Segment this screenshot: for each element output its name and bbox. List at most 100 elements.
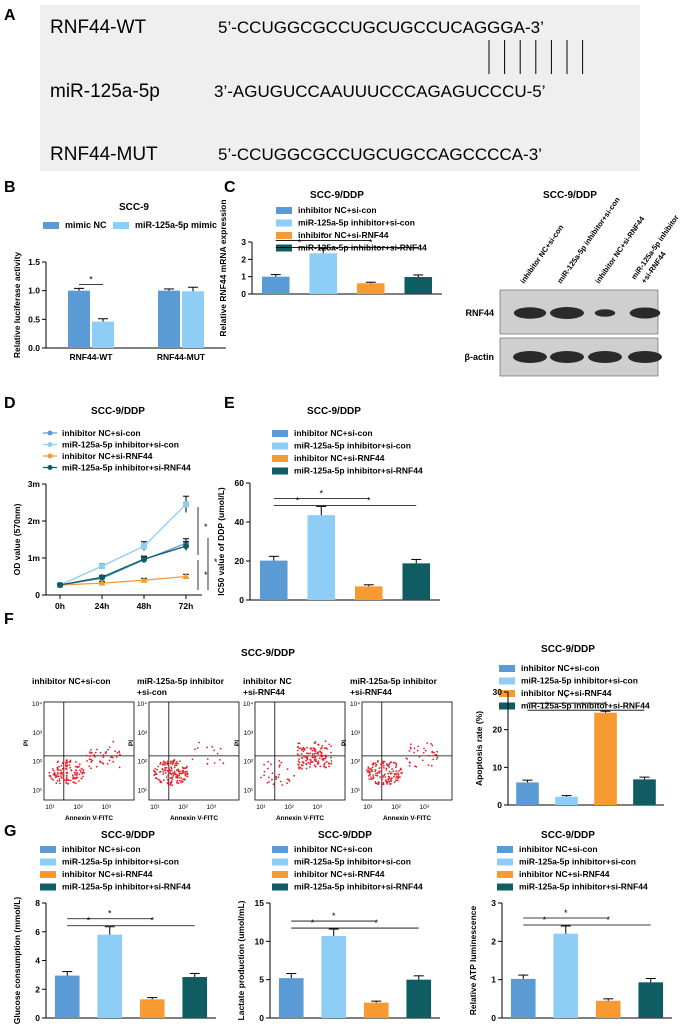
chartG1-legend-swatch-3 [40,883,56,891]
facs-dot [298,747,301,750]
facs-dot [381,783,384,786]
facs-dot [397,775,400,778]
facs-dot [169,762,172,765]
chartF-legend-swatch-1 [499,677,515,685]
facs-dot [270,763,272,766]
facs-dot [56,773,59,775]
facs-xtick-1-1: 10² [178,804,188,811]
chartD-title: SCC-9/DDP [91,406,145,417]
facs-plot-title-1-b: +si-con [137,687,167,697]
chartE-ytick-label-2: 40 [235,517,245,527]
facs-dot [80,767,83,770]
blot-rnf44-band-1 [550,307,584,319]
chartB-bar-0-1 [92,321,114,348]
facs-dot [389,761,392,764]
facs-dot [397,773,400,776]
facs-dot [387,779,390,781]
chartB-ylabel: Relative luciferase activity [12,252,22,359]
facs-dot [52,773,55,776]
facs-dot [96,748,98,751]
facs-dot [93,754,96,756]
chartE-bar-3 [402,563,431,600]
chartB-sig-star: * [89,275,93,285]
chartD-line-3 [59,545,187,586]
facs-plot-title-2-b: +si-RNF44 [243,687,285,697]
facs-dot [374,765,377,767]
facs-dot [76,774,78,776]
facs-dot [179,760,181,763]
facs-ytick-2-0: 10⁴ [243,701,253,708]
facs-dot [431,750,434,753]
facs-dot [72,776,75,779]
seq-text-0: 5’-CCUGGCGCCUGCUGCCUCAGGGA-3’ [218,18,544,37]
facs-dot [50,777,53,780]
facs-xlabel-3: Annexin V-FITC [383,815,431,822]
facs-dot [279,780,282,783]
facs-dot [170,773,173,776]
chartC-legend-label-1: miR-125a-5p inhibitor+si-con [298,218,415,228]
facs-dot [53,771,56,774]
facs-dot [171,778,174,780]
facs-dot [62,777,65,780]
chartD-xtick-label-1: 24h [95,601,110,611]
facs-dot [184,767,187,769]
facs-dot [408,750,411,752]
facs-dot [56,775,58,778]
facs-dot [433,751,435,754]
chartG3-ytick-label-1: 1 [491,975,496,985]
facs-dot [58,769,60,771]
facs-dot [393,773,396,776]
facs-dot [315,760,318,763]
facs-ytick-3-1: 10³ [351,730,361,737]
facs-dot [387,772,389,775]
facs-dot [184,774,187,776]
facs-dot [166,760,169,763]
facs-dot [107,748,110,751]
facs-dot [60,776,63,779]
facs-dot [380,766,383,769]
facs-dot [288,780,291,782]
facs-dot [75,761,77,763]
facs-dot [395,773,398,775]
chartG3-legend-swatch-0 [497,846,513,853]
chartC-bar-1 [309,253,338,294]
facs-dot [374,782,377,785]
facs-dot [312,761,314,763]
chartB-bar-1-0 [158,290,180,348]
facs-dot [321,758,324,761]
facs-dot [61,773,63,775]
chartC-sig-1-2-star: * [298,237,302,247]
facs-dot [399,776,401,779]
facs-dot [436,756,439,759]
chartG2-sig-1-3-star: * [332,911,336,921]
facs-dot [400,772,403,774]
facs-dot [154,777,157,780]
facs-dot [278,773,280,776]
chartC-ytick-label-1: 1 [241,272,246,282]
facs-dot [85,754,88,757]
chartB-xtick-label-0: RNF44-WT [70,352,114,362]
facs-dot [381,775,384,777]
facs-dot [167,784,170,786]
facs-dot [88,751,91,754]
facs-dot [81,772,84,775]
chartF-bar-3 [633,779,656,805]
chartF-ytick-label-1: 10 [493,762,503,772]
chartG1-legend-label-2: inhibitor NC+si-RNF44 [62,869,153,879]
chartF-legend-label-0: inhibitor NC+si-con [521,663,600,673]
facs-dot [313,756,316,759]
seq-text-2: 5’-CCUGGCGCCUGCUGCCAGCCCCA-3’ [218,145,542,164]
facs-dot [423,747,425,750]
facs-dot [271,772,274,774]
facs-dot [58,765,60,768]
facs-dot [376,772,379,775]
facs-dot [61,762,64,765]
facs-dot [320,753,323,756]
facs-dot [305,759,307,762]
facs-dot [376,761,379,763]
facs-dot [168,767,171,769]
facs-dot [65,759,68,762]
chartB-legend-swatch-0 [43,222,59,229]
facs-dot [186,775,189,778]
chartB-legend-label-0: mimic NC [65,220,107,230]
